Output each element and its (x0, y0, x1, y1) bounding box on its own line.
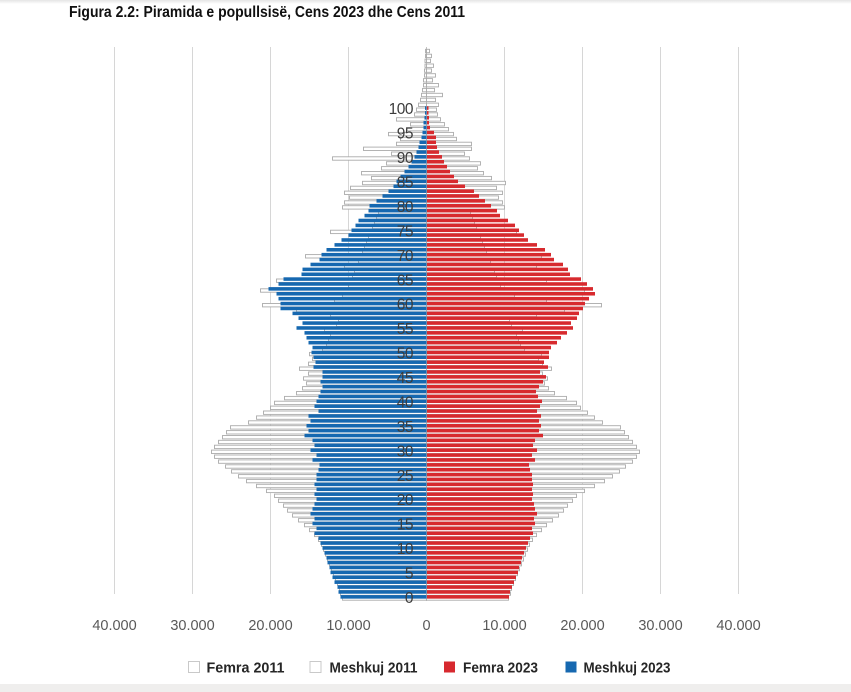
svg-text:40.000: 40.000 (716, 618, 760, 634)
svg-text:Meshkuj 2023: Meshkuj 2023 (584, 660, 671, 677)
svg-text:Femra 2011: Femra 2011 (207, 660, 285, 677)
svg-text:35: 35 (397, 419, 413, 436)
svg-text:55: 55 (397, 321, 413, 338)
svg-text:15: 15 (397, 517, 413, 534)
svg-text:Femra 2023: Femra 2023 (463, 660, 538, 677)
svg-text:85: 85 (397, 175, 413, 192)
svg-text:40.000: 40.000 (92, 618, 136, 634)
svg-text:20.000: 20.000 (560, 618, 604, 634)
svg-text:Figura 2.2: Piramida e populls: Figura 2.2: Piramida e popullsisë, Cens … (69, 4, 465, 21)
svg-text:45: 45 (397, 370, 413, 387)
svg-text:25: 25 (397, 468, 413, 485)
svg-text:75: 75 (397, 223, 413, 240)
svg-text:0: 0 (405, 590, 414, 607)
svg-text:70: 70 (397, 248, 414, 265)
svg-text:30: 30 (397, 443, 414, 460)
svg-text:95: 95 (397, 126, 413, 143)
svg-text:Meshkuj 2011: Meshkuj 2011 (330, 660, 418, 677)
svg-text:40: 40 (397, 395, 414, 412)
svg-text:50: 50 (397, 346, 414, 363)
svg-text:60: 60 (397, 297, 414, 314)
svg-text:30.000: 30.000 (638, 618, 682, 634)
svg-text:10.000: 10.000 (482, 618, 526, 634)
svg-text:20: 20 (397, 492, 414, 509)
svg-text:10: 10 (397, 541, 414, 558)
svg-text:90: 90 (397, 150, 414, 167)
svg-text:65: 65 (397, 272, 413, 289)
svg-text:0: 0 (422, 618, 430, 634)
svg-text:10.000: 10.000 (326, 618, 370, 634)
svg-text:80: 80 (397, 199, 414, 216)
svg-text:100: 100 (389, 101, 414, 118)
svg-text:30.000: 30.000 (170, 618, 214, 634)
svg-text:5: 5 (405, 566, 413, 583)
svg-text:20.000: 20.000 (248, 618, 292, 634)
